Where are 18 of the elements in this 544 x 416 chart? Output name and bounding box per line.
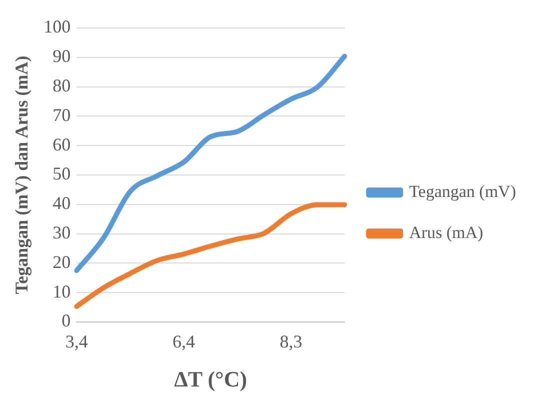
x-tick-label: 8,3 xyxy=(280,332,302,352)
y-tick-label: 30 xyxy=(52,222,71,243)
y-tick-label: 20 xyxy=(52,252,71,272)
x-tick-label: 6,4 xyxy=(172,332,196,352)
y-tick-label: 40 xyxy=(52,193,71,214)
y-tick-label: 90 xyxy=(52,46,71,66)
y-tick-label: 70 xyxy=(52,104,71,125)
y-tick-label: 50 xyxy=(52,164,71,184)
x-axis-title: ΔT (°C) xyxy=(174,366,248,392)
legend-label: Arus (mA) xyxy=(409,222,484,242)
y-tick-label: 60 xyxy=(52,134,71,154)
y-tick-label: 80 xyxy=(52,76,71,96)
y-axis-title: Tegangan (mV) dan Arus (mA) xyxy=(11,56,32,294)
x-tick-label: 3,4 xyxy=(65,332,88,352)
y-tick-label: 100 xyxy=(44,16,71,37)
y-tick-label: 10 xyxy=(52,281,71,302)
legend-label: Tegangan (mV) xyxy=(409,182,516,201)
y-tick-label: 0 xyxy=(62,310,71,331)
